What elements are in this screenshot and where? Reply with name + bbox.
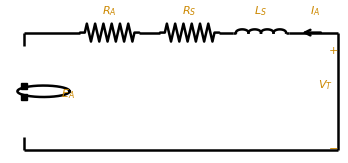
Text: $E_A$: $E_A$ [61, 88, 75, 101]
Text: $I_A$: $I_A$ [310, 5, 320, 18]
Text: $L_S$: $L_S$ [254, 5, 266, 18]
Text: $V_T$: $V_T$ [318, 78, 333, 92]
Text: $+$: $+$ [328, 45, 339, 56]
Text: $-$: $-$ [328, 142, 339, 152]
Text: $R_A$: $R_A$ [102, 5, 117, 18]
Text: $R_S$: $R_S$ [182, 5, 197, 18]
